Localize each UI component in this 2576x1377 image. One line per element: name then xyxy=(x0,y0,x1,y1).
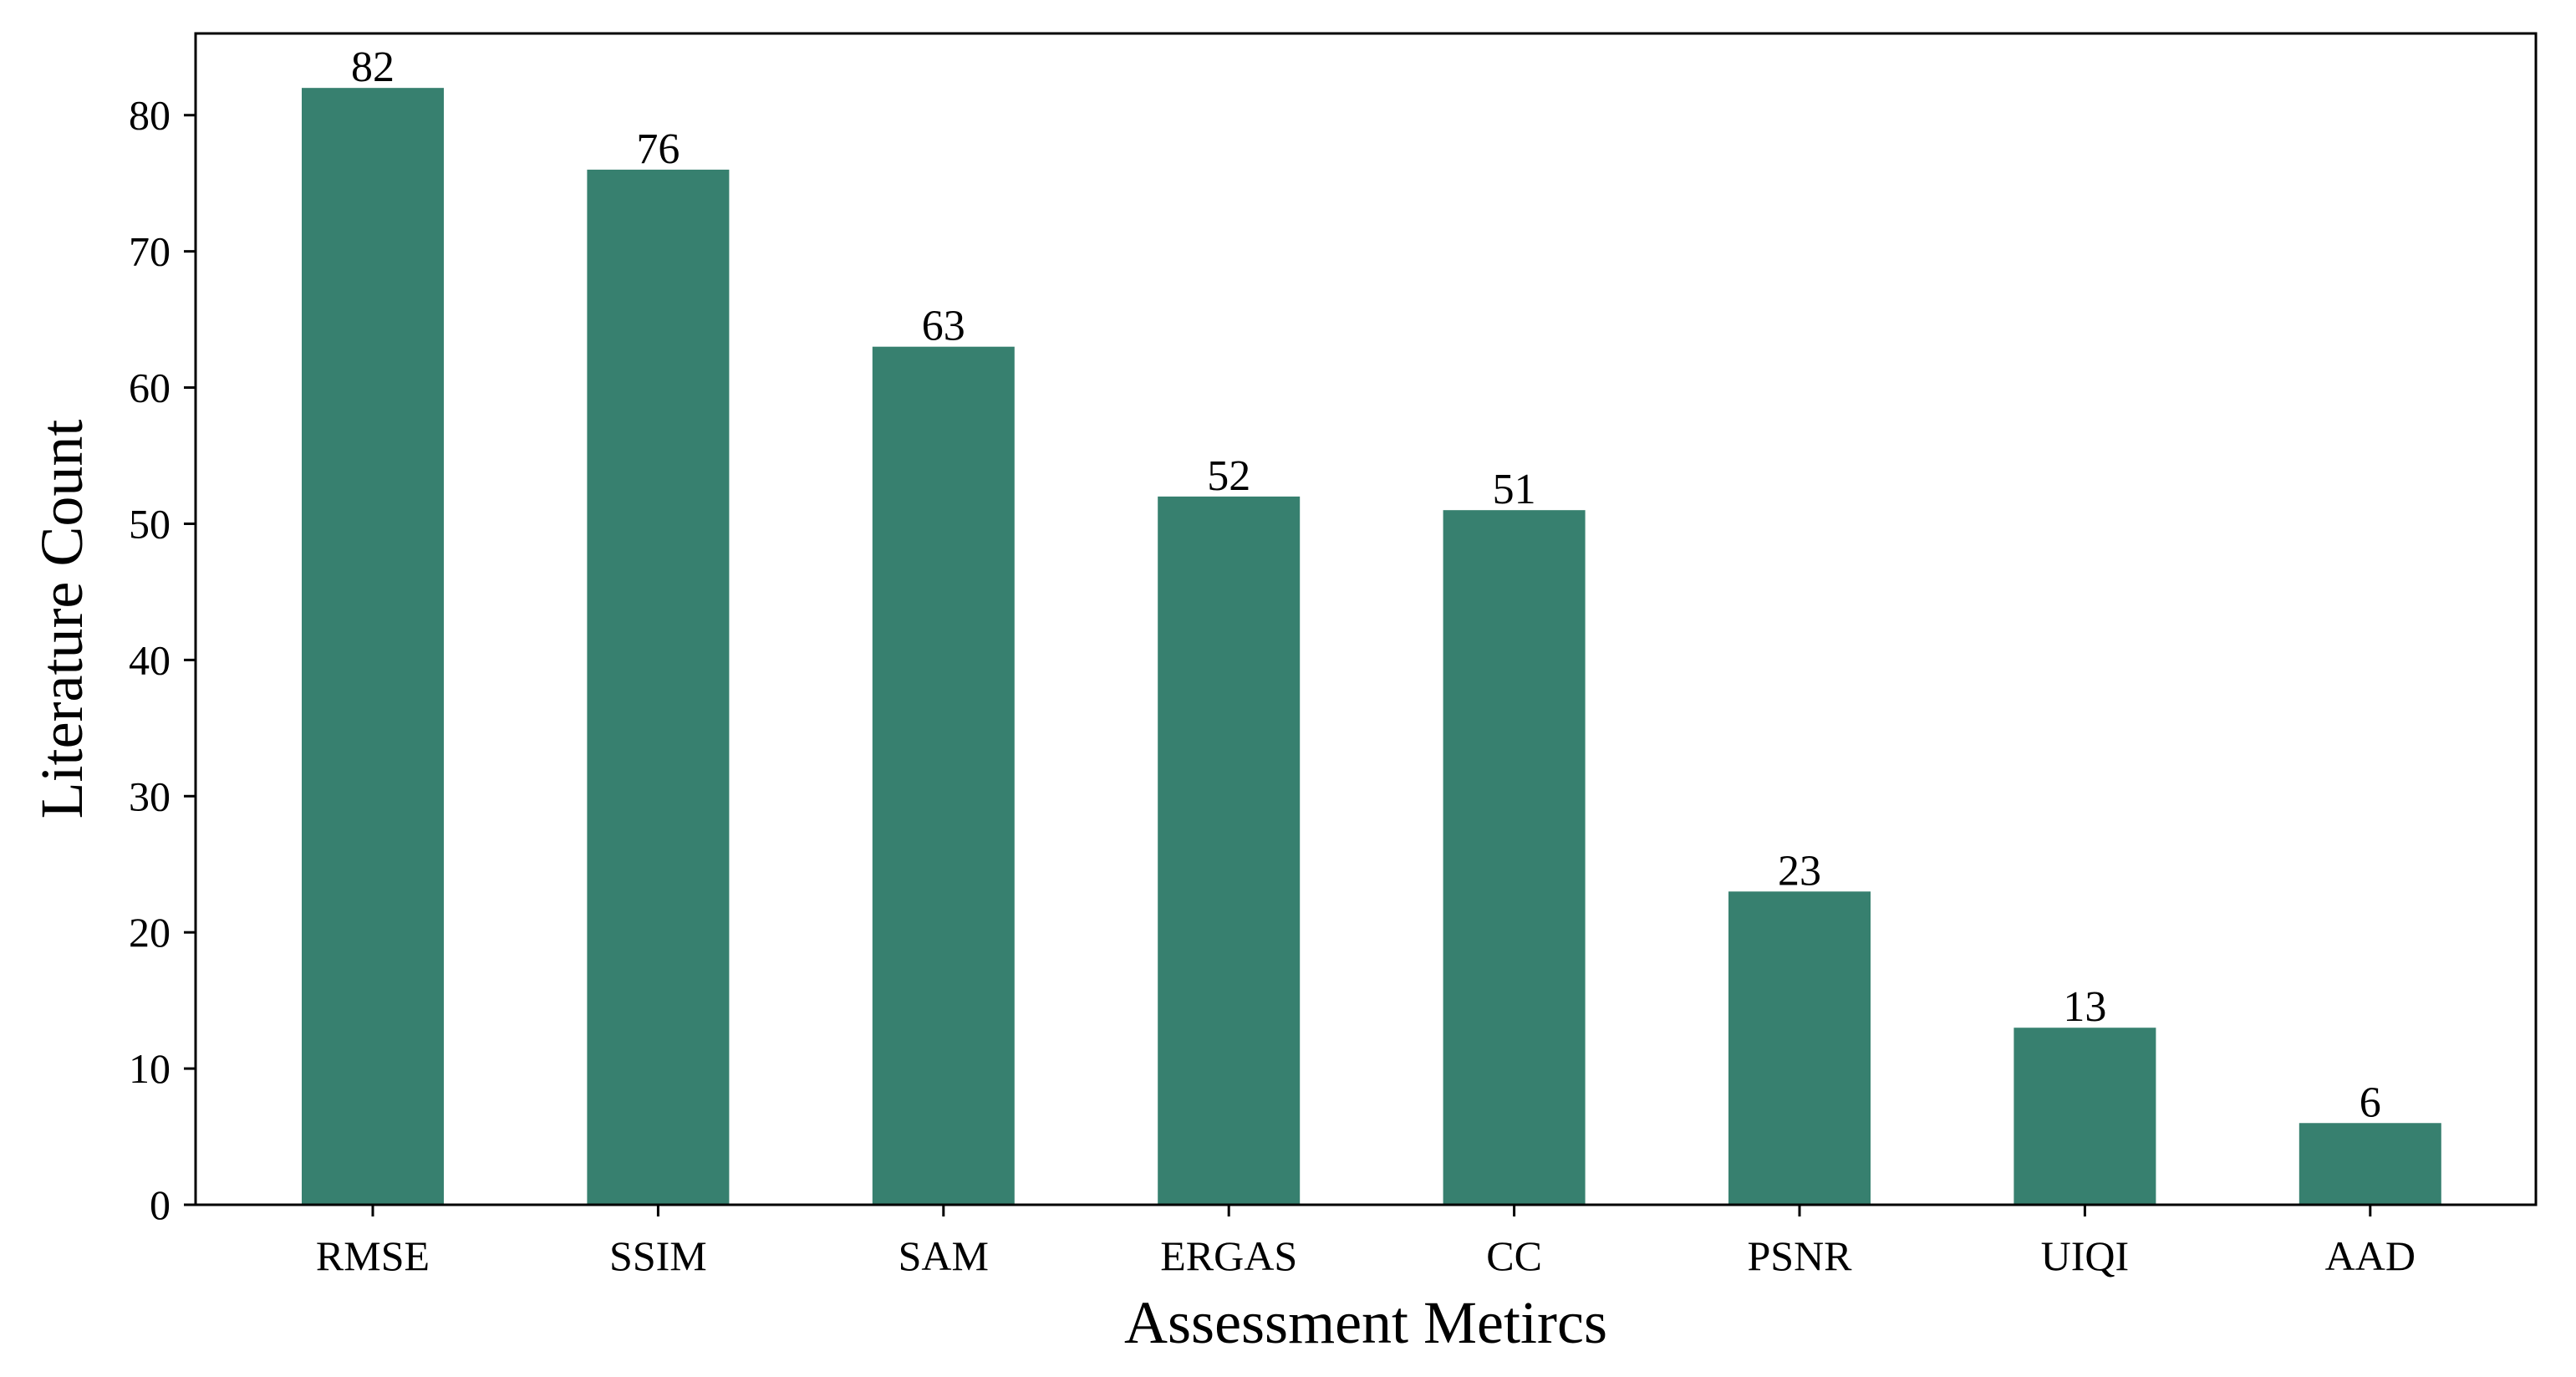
bar-psnr xyxy=(1728,891,1871,1205)
x-tick-label-sam: SAM xyxy=(899,1232,989,1279)
data-label-cc: 51 xyxy=(1493,466,1536,513)
bar-uiqi xyxy=(2013,1028,2156,1205)
y-tick-label: 10 xyxy=(129,1045,171,1092)
bar-ssim xyxy=(587,169,730,1205)
x-tick-label-uiqi: UIQI xyxy=(2041,1232,2130,1279)
y-tick-label: 80 xyxy=(129,92,171,139)
data-labels-layer: 82 76 63 52 51 23 13 6 xyxy=(351,43,2381,1126)
y-tick-label: 0 xyxy=(150,1181,171,1228)
data-label-uiqi: 13 xyxy=(2063,983,2106,1031)
bar-aad xyxy=(2299,1123,2441,1205)
data-label-ergas: 52 xyxy=(1207,452,1250,500)
x-tick-label-ssim: SSIM xyxy=(609,1232,707,1279)
data-label-psnr: 23 xyxy=(1778,847,1821,895)
bar-rmse xyxy=(302,88,444,1205)
x-tick-label-cc: CC xyxy=(1486,1232,1542,1279)
data-label-ssim: 76 xyxy=(636,125,680,173)
bars-layer xyxy=(302,88,2441,1205)
x-tick-label-ergas: ERGAS xyxy=(1160,1232,1297,1279)
y-tick-label: 70 xyxy=(129,228,171,275)
y-tick-label: 60 xyxy=(129,365,171,411)
bar-sam xyxy=(872,346,1015,1205)
x-tick-label-rmse: RMSE xyxy=(316,1232,430,1279)
data-label-sam: 63 xyxy=(922,303,965,350)
x-tick-label-aad: AAD xyxy=(2325,1232,2416,1279)
x-tick-label-psnr: PSNR xyxy=(1747,1232,1852,1279)
y-tick-label: 30 xyxy=(129,773,171,819)
x-axis-title: Assessment Metircs xyxy=(1124,1289,1607,1356)
bar-cc xyxy=(1443,510,1586,1205)
y-axis-title: Literature Count xyxy=(28,420,95,819)
x-axis: RMSE SSIM SAM ERGAS CC PSNR UIQI AAD xyxy=(316,1205,2416,1279)
plot-area-frame xyxy=(194,32,2538,1206)
data-label-aad: 6 xyxy=(2360,1079,2381,1126)
y-axis: 0 10 20 30 40 50 60 70 80 xyxy=(129,92,196,1228)
y-tick-label: 50 xyxy=(129,500,171,547)
y-tick-label: 40 xyxy=(129,636,171,683)
y-tick-label: 20 xyxy=(129,909,171,956)
bar-ergas xyxy=(1158,496,1301,1205)
data-label-rmse: 82 xyxy=(351,43,395,91)
